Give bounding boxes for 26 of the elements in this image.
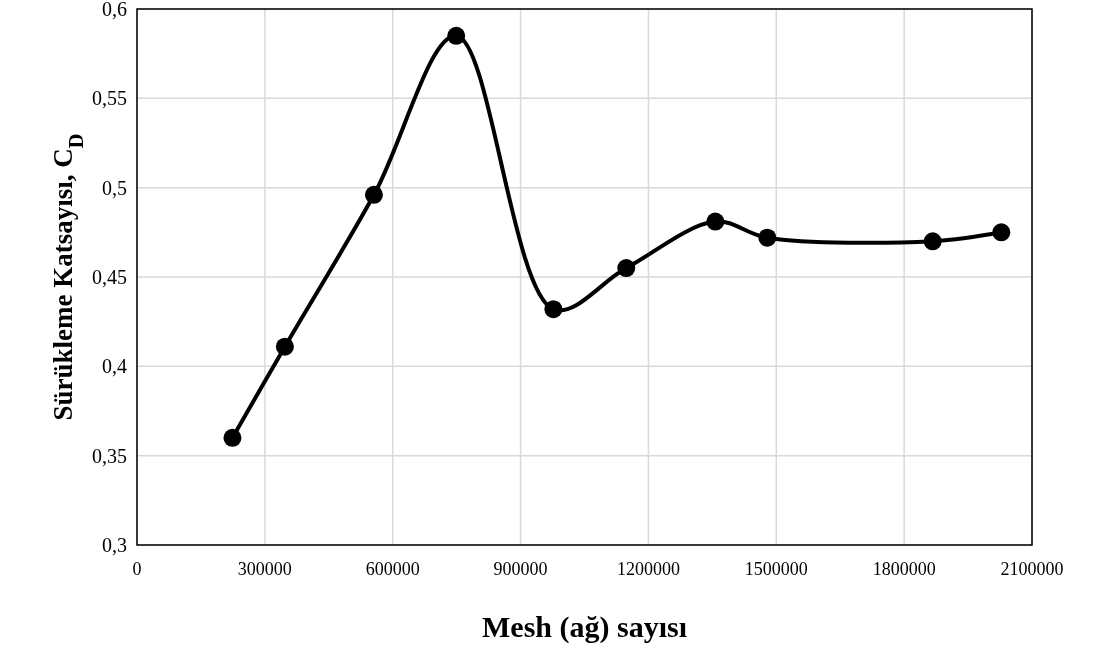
- point: [992, 223, 1011, 242]
- x-tick-label: 600000: [365, 559, 420, 579]
- x-tick-label: 0: [132, 559, 142, 579]
- x-tick-label: 1800000: [872, 559, 936, 579]
- point: [617, 259, 636, 278]
- y-tick-label: 0,45: [92, 266, 127, 288]
- x-axis-title: Mesh (ağ) sayısı: [482, 610, 687, 644]
- x-tick-label: 300000: [237, 559, 292, 579]
- x-tick-label: 2100000: [1000, 559, 1064, 579]
- y-tick-label: 0,5: [102, 176, 127, 199]
- point: [706, 212, 725, 231]
- y-tick-label: 0,3: [102, 534, 127, 556]
- x-tick-label: 1200000: [616, 559, 680, 579]
- y-tick-label: 0,35: [92, 444, 127, 467]
- x-tick-label: 900000: [493, 559, 548, 579]
- point: [364, 185, 383, 204]
- point: [275, 337, 294, 356]
- y-tick-label: 0,6: [102, 0, 127, 20]
- point: [758, 228, 777, 247]
- y-tick-label: 0,55: [92, 87, 127, 110]
- point: [447, 26, 466, 45]
- point: [544, 300, 563, 319]
- x-tick-label: 1500000: [744, 559, 808, 579]
- point: [923, 232, 942, 251]
- point: [223, 428, 242, 447]
- y-tick-label: 0,4: [102, 355, 127, 378]
